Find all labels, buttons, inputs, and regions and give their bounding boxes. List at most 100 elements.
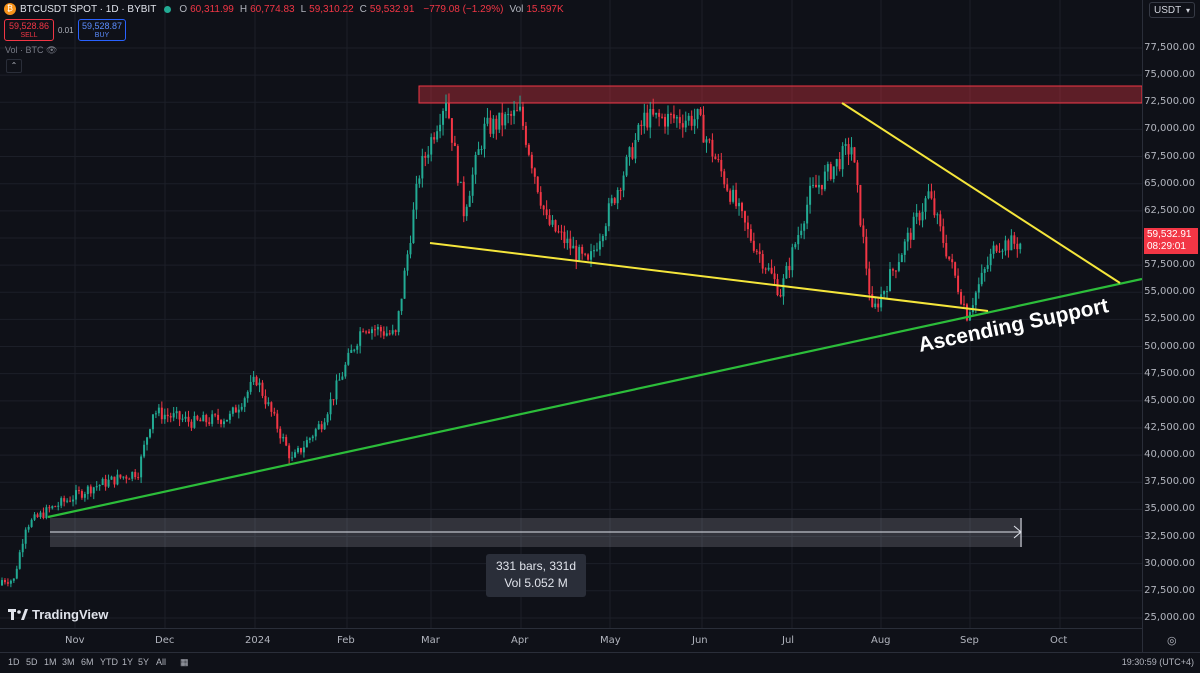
candle-body (181, 418, 184, 420)
candle-body (782, 278, 785, 297)
candle-body (797, 235, 800, 245)
candle-body (584, 253, 587, 255)
candle-body (365, 331, 368, 333)
candle-body (149, 429, 151, 438)
resistance-zone[interactable] (418, 85, 1142, 104)
collapse-legend-icon[interactable]: ⌃ (6, 59, 22, 73)
candle-body (332, 399, 335, 401)
candle-body (69, 500, 72, 502)
calendar-icon[interactable]: ▦ (180, 657, 189, 667)
bitcoin-icon: ₿ (4, 3, 16, 15)
time-tick: Aug (871, 635, 891, 646)
timeframe-6m[interactable]: 6M (81, 657, 94, 667)
candle-body (119, 474, 122, 478)
candle-body (989, 253, 992, 266)
candle-body (631, 147, 634, 159)
candle-body (903, 241, 906, 255)
candle-body (945, 242, 948, 257)
symbol-title[interactable]: BTCUSDT SPOT · 1D · BYBIT (20, 3, 157, 15)
candle-body (60, 498, 63, 506)
candle-body (394, 330, 397, 333)
price-axis[interactable]: USDT ▾ 77,500.00 75,000.00 72,500.00 70,000.… (1142, 0, 1200, 652)
candle-body (524, 125, 527, 145)
sell-button[interactable]: 59,528.86 SELL (4, 19, 54, 41)
candle-body (421, 155, 424, 179)
ohlc-item: O 60,311.99 (179, 3, 234, 15)
timeframe-1m[interactable]: 1M (44, 657, 57, 667)
eye-icon[interactable]: 👁 (46, 45, 58, 55)
timeframe-all[interactable]: All (156, 657, 167, 667)
candle-body (169, 416, 172, 418)
candle-body (359, 331, 362, 346)
candle-body (320, 424, 323, 430)
ascending-support-line[interactable] (47, 277, 1142, 519)
volume-indicator-label[interactable]: Vol · BTC 👁 (5, 45, 57, 56)
time-tick: Oct (1050, 635, 1068, 646)
candle-body (894, 270, 897, 272)
candle-body (563, 231, 566, 244)
candle-body (542, 205, 545, 210)
candle-body (495, 118, 498, 130)
candle-body (693, 119, 696, 126)
brand-name: TradingView (32, 607, 109, 622)
candle-body (625, 157, 628, 176)
wedge-upper-line[interactable] (841, 102, 1121, 284)
candle-body (874, 303, 877, 308)
settings-icon[interactable]: ◎ (1167, 635, 1177, 647)
candle-body (779, 295, 782, 297)
candle-body (889, 269, 891, 292)
clock[interactable]: 19:30:59 (UTC+4) (1121, 657, 1194, 667)
candle-body (690, 115, 693, 126)
candle-body (373, 329, 376, 331)
candle-body (243, 398, 246, 407)
timeframe-1y[interactable]: 1Y (122, 657, 134, 667)
candle-body (930, 191, 933, 199)
candle-body (48, 507, 51, 509)
candle-body (107, 479, 110, 487)
candle-body (572, 245, 575, 249)
candle-body (9, 580, 12, 584)
candle-body (948, 256, 951, 260)
candle-body (649, 109, 652, 128)
timeframe-ytd[interactable]: YTD (100, 657, 118, 667)
candle-body (998, 251, 1001, 253)
candle-body (587, 254, 590, 260)
candle-body (1016, 243, 1019, 250)
currency-button[interactable]: USDT ▾ (1149, 2, 1195, 18)
timeframe-5d[interactable]: 5D (26, 657, 38, 667)
candle-body (1007, 240, 1010, 251)
candle-body (190, 421, 193, 428)
candle-body (880, 294, 883, 308)
candle-body (110, 476, 113, 480)
time-tick: Feb (337, 635, 355, 646)
tradingview-logo[interactable]: TradingView (8, 607, 108, 622)
time-tick: Nov (65, 635, 85, 646)
candle-body (643, 112, 646, 127)
price-chart[interactable]: Ascending Support (0, 0, 1142, 628)
candle-body (516, 110, 519, 112)
candle-body (986, 265, 989, 269)
candle-body (15, 568, 18, 579)
timeframe-1d[interactable]: 1D (8, 657, 20, 667)
measure-volume: Vol 5.052 M (504, 576, 568, 590)
candle-body (3, 580, 6, 583)
time-axis[interactable]: Nov Dec 2024 Feb Mar Apr May Jun Jul Aug Sep Oct (0, 628, 1142, 653)
candle-body (371, 329, 373, 334)
buy-button[interactable]: 59,528.87 BUY (78, 19, 126, 41)
time-tick: Jun (692, 635, 708, 646)
timeframe-3m[interactable]: 3M (62, 657, 75, 667)
candle-body (746, 222, 749, 230)
candle-body (255, 376, 258, 386)
candle-body (708, 139, 711, 141)
timeframe-5y[interactable]: 5Y (138, 657, 150, 667)
candle-body (850, 147, 853, 155)
candle-body (900, 254, 903, 263)
candle-body (391, 330, 394, 334)
candle-body (664, 117, 667, 127)
wedge-lower-line[interactable] (429, 242, 989, 312)
candle-body (288, 445, 291, 459)
candle-body (36, 514, 39, 518)
candle-body (776, 279, 779, 296)
candle-body (45, 507, 48, 519)
candle-body (228, 413, 231, 420)
